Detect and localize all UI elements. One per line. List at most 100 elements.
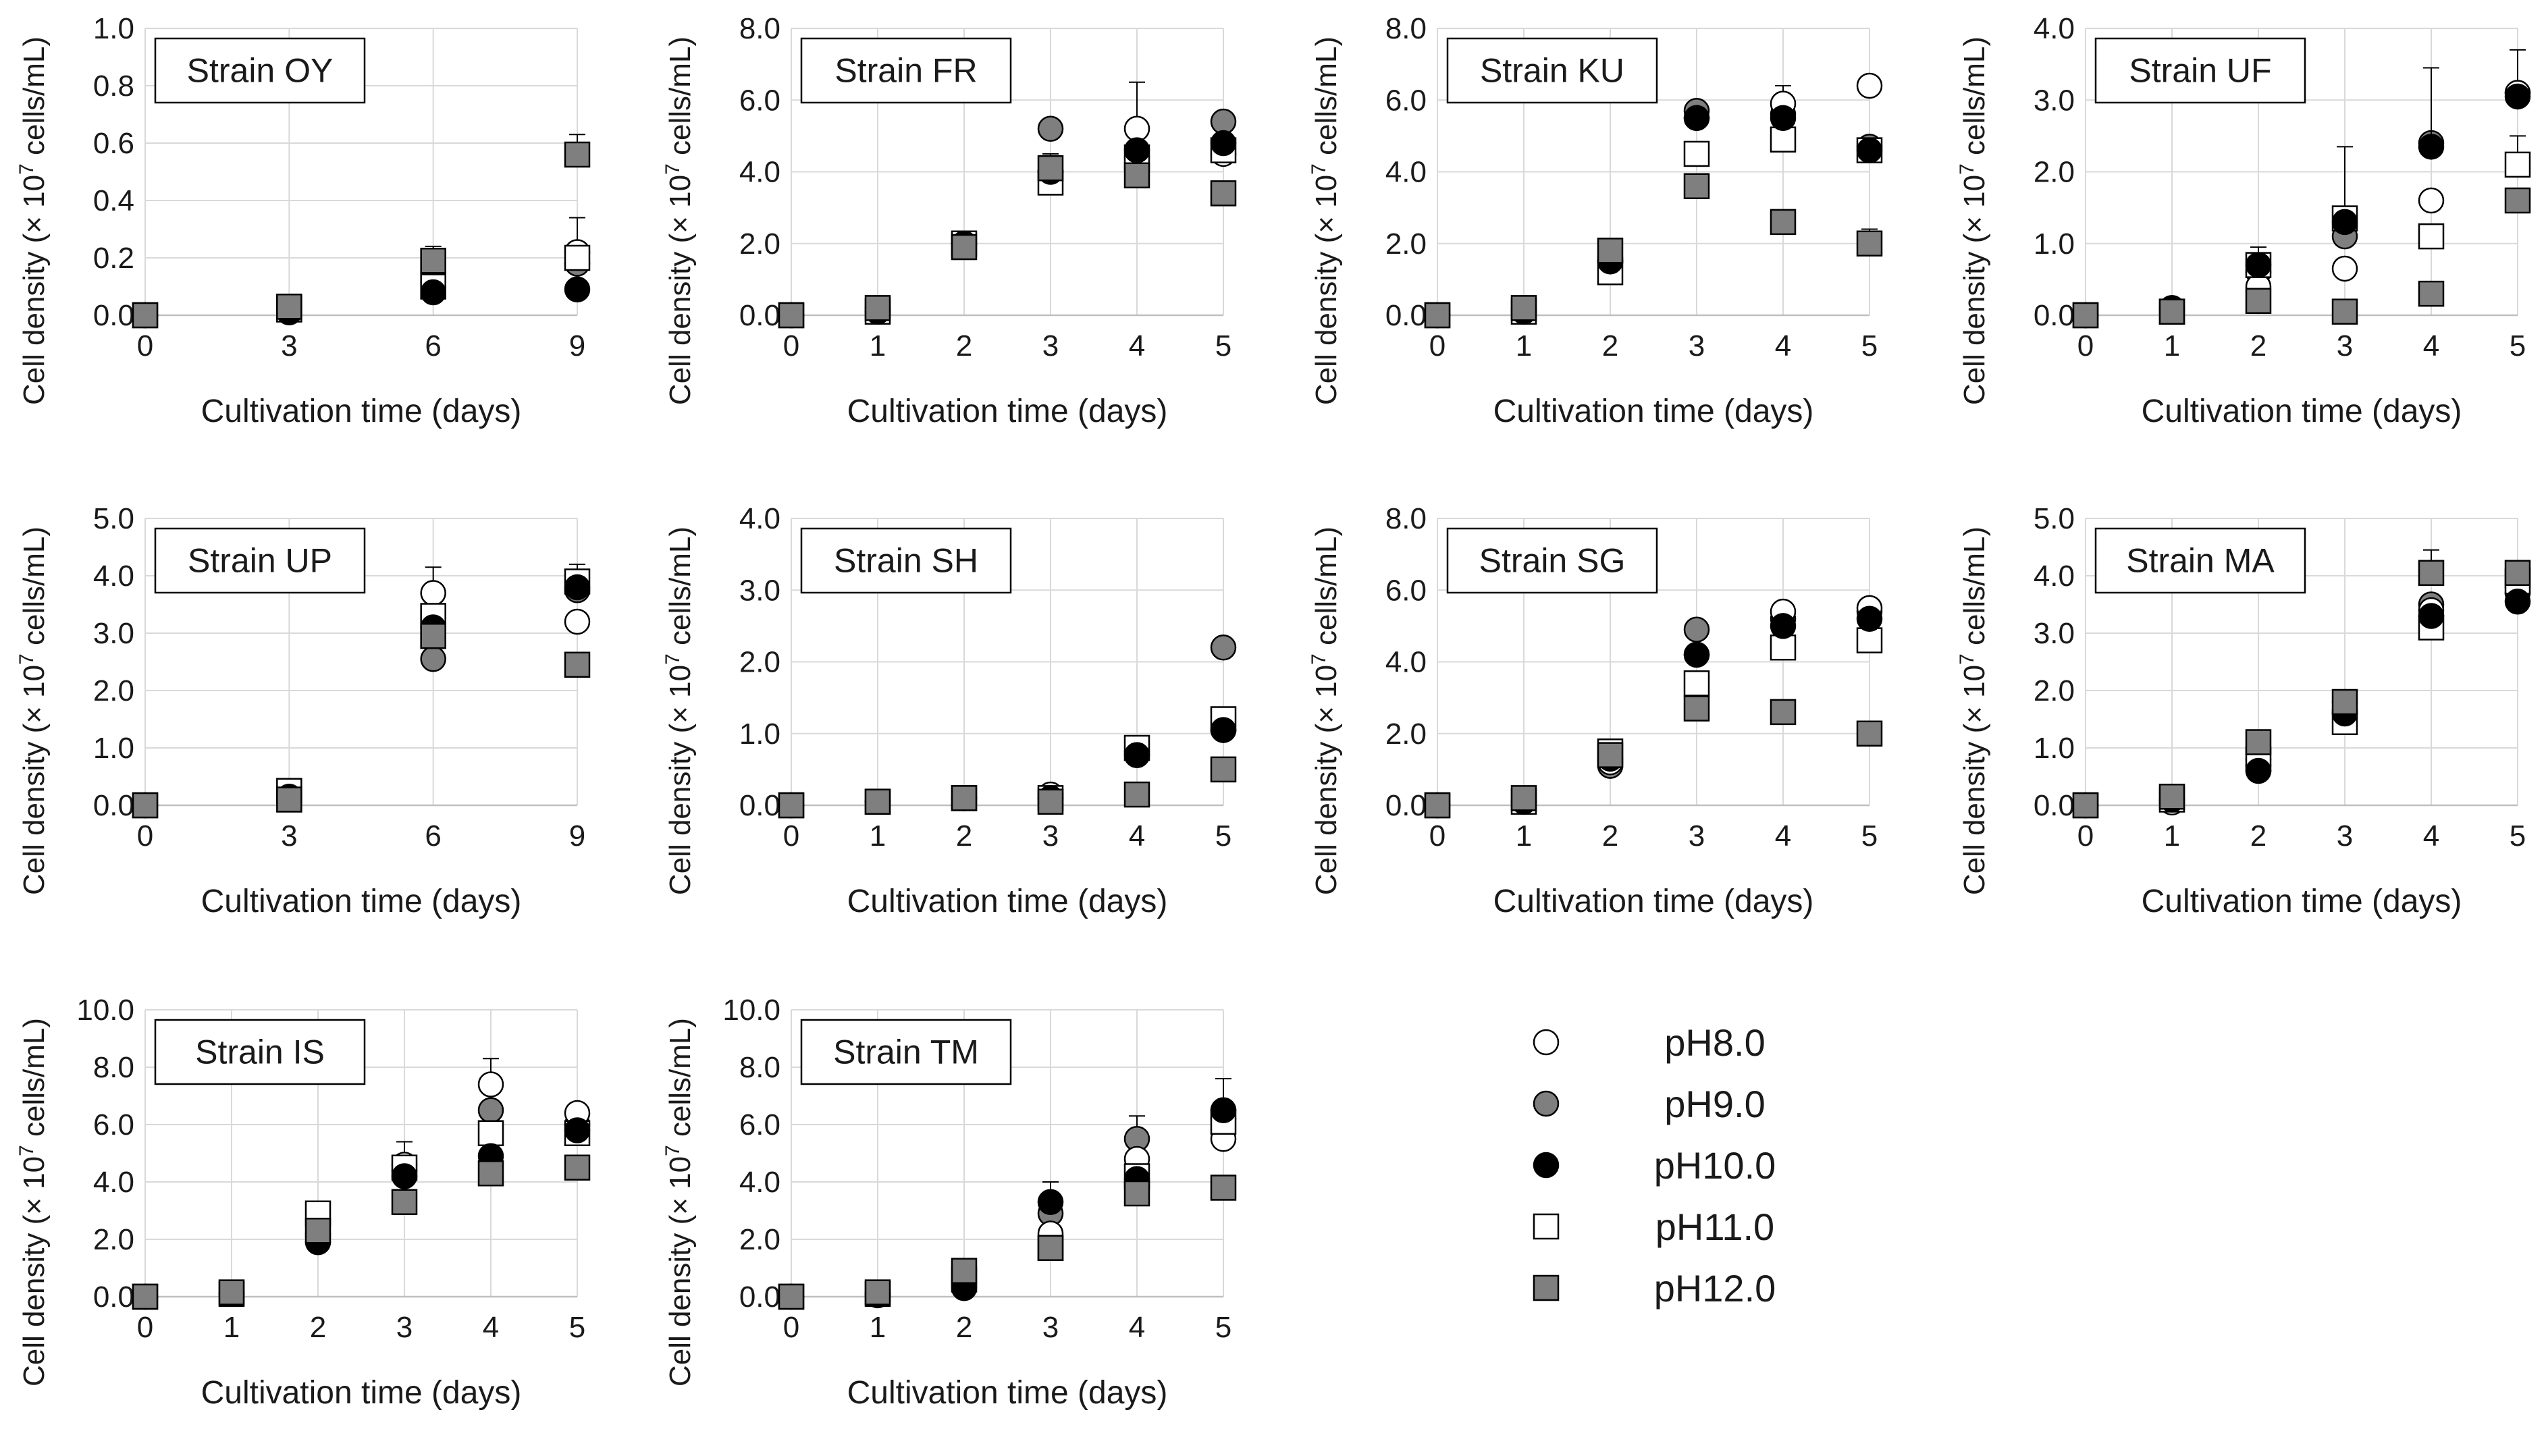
data-point-ph12-0 — [2418, 560, 2445, 586]
y-tick-label: 10.0 — [722, 994, 780, 1027]
y-tick-label: 4.0 — [2034, 560, 2075, 593]
series-ph8-0 — [132, 566, 591, 819]
y-tick-label: 2.0 — [2034, 156, 2075, 189]
series-ph10-0 — [2072, 589, 2531, 819]
data-point-ph12-0 — [132, 302, 159, 329]
panel-strain-fr: 0.0 2.0 4.0 6.0 8.0 0 1 2 3 4 5 Cultivation time (d… — [662, 12, 1237, 429]
x-tick-label: 2 — [2250, 329, 2266, 362]
y-axis-label: Cell density (× 107 cells/mL) — [16, 1018, 51, 1386]
data-point-ph12-0 — [1770, 699, 1797, 726]
x-axis-label: Cultivation time (days) — [847, 1375, 1168, 1411]
x-tick-label: 3 — [2337, 329, 2353, 362]
data-point-ph12-0 — [276, 294, 302, 320]
y-tick-label: 2.0 — [1385, 227, 1427, 261]
data-point-ph12-0 — [420, 248, 446, 274]
y-tick-label: 0.6 — [93, 127, 134, 160]
series-ph10-0 — [1424, 605, 1883, 819]
x-tick-label: 3 — [2337, 819, 2353, 853]
data-point-ph12-0 — [1123, 162, 1150, 189]
series-ph8-0 — [778, 1126, 1237, 1310]
x-tick-label: 4 — [2423, 329, 2439, 362]
series-ph12-0 — [778, 153, 1237, 329]
y-axis-label: Cell density (× 107 cells/mL) — [662, 527, 697, 895]
series-ph12-0 — [1424, 695, 1883, 819]
panel-title: Strain TM — [833, 1033, 979, 1071]
legend-item-ph11-0: pH11.0 — [1533, 1206, 1774, 1248]
x-tick-label: 4 — [1129, 819, 1145, 853]
panel-title-box — [2094, 37, 2306, 104]
x-tick-label: 1 — [2164, 819, 2180, 853]
data-point-ph10-0 — [564, 276, 591, 302]
y-tick-label: 4.0 — [739, 502, 780, 535]
data-point-ph9-0 — [1683, 616, 1710, 643]
data-point-ph12-0 — [2504, 187, 2531, 214]
data-point-ph8-0 — [2418, 187, 2445, 214]
panel-title: Strain SG — [1479, 542, 1626, 580]
data-point-ph12-0 — [1856, 720, 1883, 747]
x-tick-label: 0 — [137, 819, 153, 853]
data-point-ph10-0 — [1770, 105, 1797, 132]
y-tick-label: 2.0 — [739, 1223, 780, 1256]
y-axis-label: Cell density (× 107 cells/mL) — [16, 527, 51, 895]
x-axis-label: Cultivation time (days) — [201, 1375, 522, 1411]
series-ph8-0 — [2072, 574, 2531, 819]
y-tick-label: 0.0 — [2034, 789, 2075, 822]
data-point-ph12-0 — [304, 1218, 331, 1244]
y-tick-label: 0.0 — [739, 1280, 780, 1314]
series-ph10-0 — [1424, 105, 1883, 329]
data-point-ph10-0 — [420, 279, 446, 306]
legend-marker-ph12-0 — [1533, 1274, 1560, 1301]
x-tick-label: 0 — [1429, 329, 1446, 362]
panel-strain-ku: 0.0 2.0 4.0 6.0 8.0 0 1 2 3 4 5 Cultivation time (d… — [1308, 12, 1883, 429]
data-point-ph12-0 — [1510, 785, 1537, 811]
data-point-ph12-0 — [1770, 209, 1797, 236]
y-tick-label: 3.0 — [2034, 84, 2075, 117]
y-tick-label: 0.0 — [93, 1280, 134, 1314]
panel-title-box — [154, 1019, 366, 1085]
data-point-ph12-0 — [778, 792, 805, 819]
data-point-ph9-0 — [477, 1097, 504, 1123]
y-tick-label: 2.0 — [739, 646, 780, 679]
data-point-ph12-0 — [1210, 756, 1237, 783]
panel-title-box — [1446, 527, 1658, 594]
data-point-ph12-0 — [1597, 238, 1624, 264]
data-point-ph10-0 — [1210, 1097, 1237, 1123]
legend-marker-ph9-0 — [1533, 1090, 1560, 1117]
legend-item-ph8-0: pH8.0 — [1533, 1021, 1766, 1064]
data-point-ph11-0 — [477, 1120, 504, 1146]
panel-title: Strain UP — [188, 542, 332, 580]
x-tick-label: 5 — [2510, 819, 2526, 853]
data-point-ph12-0 — [564, 651, 591, 678]
data-point-ph10-0 — [2504, 589, 2531, 615]
x-tick-label: 2 — [956, 1311, 972, 1344]
x-tick-label: 4 — [1129, 329, 1145, 362]
data-point-ph12-0 — [477, 1160, 504, 1187]
panel-title: Strain OY — [187, 52, 334, 90]
y-tick-label: 5.0 — [2034, 502, 2075, 535]
series-ph9-0 — [2072, 80, 2531, 329]
x-axis-label: Cultivation time (days) — [201, 884, 522, 919]
legend-label: pH9.0 — [1664, 1083, 1765, 1125]
y-tick-label: 6.0 — [739, 1108, 780, 1141]
panel-title-box — [154, 527, 366, 594]
data-point-ph8-0 — [1856, 72, 1883, 99]
y-tick-label: 2.0 — [1385, 718, 1427, 751]
x-tick-label: 2 — [1602, 329, 1618, 362]
y-tick-label: 8.0 — [1385, 12, 1427, 45]
panel-title: Strain IS — [195, 1033, 325, 1071]
data-point-ph10-0 — [1856, 605, 1883, 632]
data-point-ph12-0 — [951, 234, 978, 261]
data-point-ph12-0 — [1210, 1175, 1237, 1201]
series-ph11-0 — [132, 1120, 591, 1310]
series-ph11-0 — [2072, 568, 2531, 819]
y-axis-label: Cell density (× 107 cells/mL) — [1956, 527, 1991, 895]
x-tick-label: 1 — [1516, 329, 1532, 362]
series-ph11-0 — [778, 1078, 1237, 1310]
data-point-ph12-0 — [2331, 689, 2358, 716]
data-point-ph11-0 — [1683, 140, 1710, 167]
panel-grid: 0.0 0.2 0.4 0.6 0.8 1.0 0 3 6 9 Cultivation time (… — [16, 12, 2531, 1411]
y-tick-label: 2.0 — [93, 674, 134, 707]
x-tick-label: 5 — [1215, 1311, 1231, 1344]
x-tick-label: 0 — [1429, 819, 1446, 853]
x-tick-label: 4 — [1775, 819, 1791, 853]
